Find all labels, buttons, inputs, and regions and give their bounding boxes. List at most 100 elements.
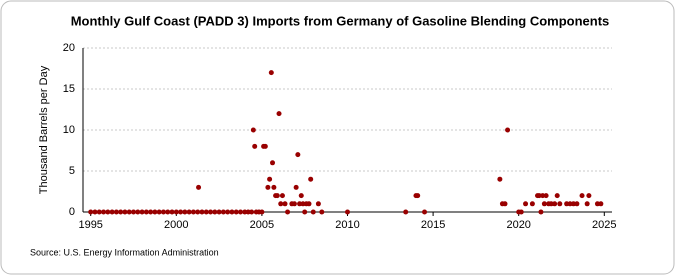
point xyxy=(584,201,590,207)
point xyxy=(403,209,409,215)
chart-title: Monthly Gulf Coast (PADD 3) Imports from… xyxy=(71,13,610,28)
y-tick-label: 10 xyxy=(63,124,75,136)
point xyxy=(564,201,570,207)
point xyxy=(554,193,560,199)
point xyxy=(574,201,580,207)
point xyxy=(567,201,573,207)
x-tick-label: 2020 xyxy=(506,219,530,231)
point xyxy=(225,209,231,215)
point xyxy=(529,201,535,207)
point xyxy=(245,209,251,215)
point xyxy=(265,184,271,190)
point xyxy=(212,209,218,215)
point xyxy=(540,193,546,199)
point xyxy=(165,209,171,215)
point xyxy=(118,209,124,215)
point xyxy=(113,209,119,215)
x-tick-label: 2005 xyxy=(250,219,274,231)
point xyxy=(302,209,308,215)
point xyxy=(182,209,188,215)
point xyxy=(497,176,503,182)
point xyxy=(538,209,544,215)
point xyxy=(156,209,162,215)
point xyxy=(101,209,107,215)
point xyxy=(548,201,554,207)
point xyxy=(126,209,132,215)
y-axis-label: Thousand Barrels per Day xyxy=(38,65,50,194)
y-tick-label: 20 xyxy=(63,42,75,54)
point xyxy=(216,209,222,215)
point xyxy=(298,193,304,199)
point xyxy=(268,70,274,76)
point xyxy=(152,209,158,215)
point xyxy=(422,209,428,215)
y-tick-label: 5 xyxy=(69,165,75,177)
point xyxy=(300,201,306,207)
point xyxy=(173,209,179,215)
point xyxy=(252,143,258,149)
point xyxy=(297,201,303,207)
point xyxy=(92,209,98,215)
x-tick-label: 2010 xyxy=(335,219,359,231)
point xyxy=(148,209,154,215)
point xyxy=(543,193,549,199)
point xyxy=(135,209,141,215)
point xyxy=(308,176,314,182)
point xyxy=(523,201,529,207)
point xyxy=(178,209,184,215)
point xyxy=(271,184,277,190)
point xyxy=(552,201,558,207)
point xyxy=(203,209,209,215)
point xyxy=(105,209,111,215)
point xyxy=(319,209,325,215)
x-tick-label: 2000 xyxy=(164,219,188,231)
x-tick-label: 2025 xyxy=(592,219,616,231)
point xyxy=(131,209,137,215)
point xyxy=(570,201,576,207)
point xyxy=(169,209,175,215)
point xyxy=(598,201,604,207)
point xyxy=(143,209,149,215)
point xyxy=(279,193,285,199)
point xyxy=(229,209,235,215)
point xyxy=(242,209,248,215)
point xyxy=(122,209,128,215)
point xyxy=(199,209,205,215)
x-tick-label: 1995 xyxy=(78,219,102,231)
point xyxy=(196,184,202,190)
point xyxy=(262,143,268,149)
point xyxy=(276,111,282,117)
point xyxy=(285,209,291,215)
point xyxy=(259,209,265,215)
point xyxy=(186,209,192,215)
y-tick-label: 15 xyxy=(63,83,75,95)
point xyxy=(233,209,239,215)
point xyxy=(345,209,350,215)
point xyxy=(295,152,301,158)
point xyxy=(160,209,166,215)
point xyxy=(518,209,524,215)
point xyxy=(415,193,421,199)
point xyxy=(139,209,145,215)
point xyxy=(536,193,542,199)
point xyxy=(190,209,196,215)
point xyxy=(541,201,547,207)
point xyxy=(208,209,214,215)
point xyxy=(310,209,316,215)
point xyxy=(315,201,321,207)
point xyxy=(274,193,280,199)
x-tick-label: 2015 xyxy=(421,219,445,231)
point xyxy=(586,193,592,199)
source: Source: U.S. Energy Information Administ… xyxy=(30,247,219,257)
point xyxy=(594,201,600,207)
point xyxy=(88,209,94,215)
point xyxy=(579,193,585,199)
point xyxy=(293,184,299,190)
point xyxy=(306,201,312,207)
point xyxy=(505,127,511,133)
y-tick-label: 0 xyxy=(69,206,75,218)
point xyxy=(282,201,288,207)
point xyxy=(502,201,508,207)
